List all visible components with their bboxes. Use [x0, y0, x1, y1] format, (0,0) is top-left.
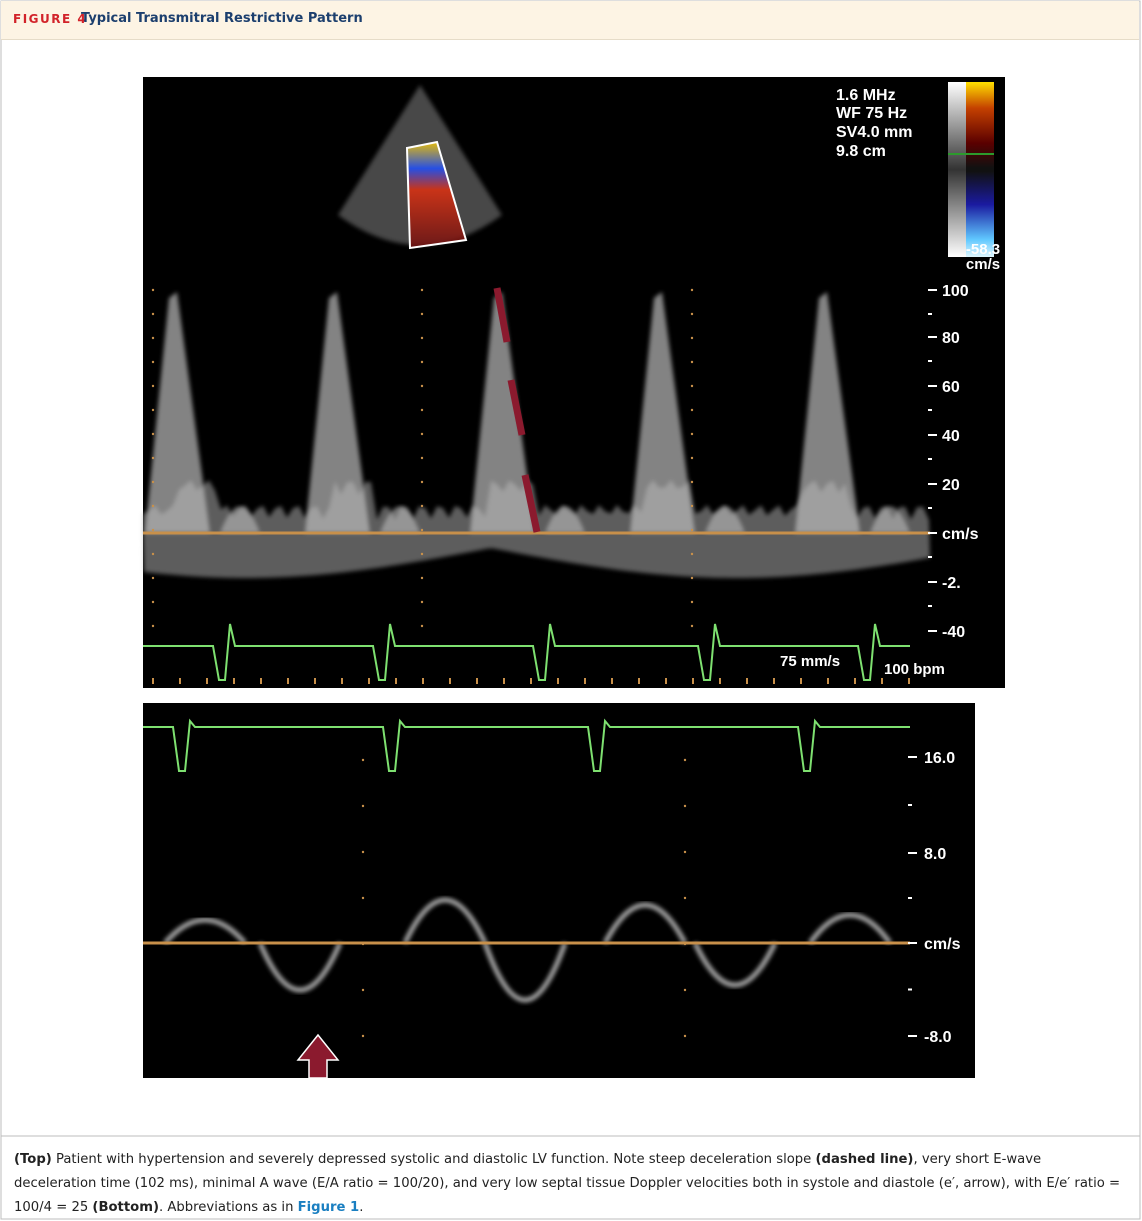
time-dot [152, 577, 154, 579]
caption-text: (dashed line) [815, 1152, 913, 1167]
caption-text: . Abbreviations as in [159, 1200, 298, 1215]
color-bar [966, 82, 994, 257]
echo-image: 1.6 MHz WF 75 Hz SV4.0 mm 9.8 cm -58.3 c… [0, 0, 1142, 1221]
time-dot [691, 409, 693, 411]
top-panel [143, 77, 1005, 688]
time-dot [421, 433, 423, 435]
setting: SV4.0 mm [836, 124, 912, 141]
time-dot [362, 989, 364, 991]
time-dot [152, 313, 154, 315]
time-dot [362, 759, 364, 761]
time-dot [691, 481, 693, 483]
caption-text: Patient with hypertension and severely d… [52, 1152, 816, 1167]
caption-text: (Top) [14, 1152, 52, 1167]
setting: 9.8 cm [836, 143, 886, 160]
heart-rate: 100 bpm [884, 661, 945, 678]
time-dot [152, 553, 154, 555]
time-dot [362, 805, 364, 807]
time-dot [152, 457, 154, 459]
figure: FIGURE 4 Typical Transmitral Restrictive… [0, 0, 1142, 1221]
scale-label: 80 [942, 330, 960, 347]
time-dot [691, 337, 693, 339]
time-dot [421, 505, 423, 507]
scale-label: 60 [942, 379, 960, 396]
time-dot [691, 529, 693, 531]
time-dot [421, 625, 423, 627]
time-dot [684, 759, 686, 761]
time-dot [152, 385, 154, 387]
time-dot [421, 289, 423, 291]
time-dot [152, 433, 154, 435]
time-dot [421, 385, 423, 387]
caption-text: . [359, 1200, 363, 1215]
time-dot [421, 577, 423, 579]
time-dot [691, 313, 693, 315]
time-dot [684, 989, 686, 991]
time-dot [421, 529, 423, 531]
time-dot [421, 337, 423, 339]
time-dot [362, 851, 364, 853]
time-dot [691, 601, 693, 603]
time-dot [152, 505, 154, 507]
time-dot [691, 289, 693, 291]
bottom-panel [143, 703, 975, 1078]
time-dot [684, 897, 686, 899]
time-dot [421, 601, 423, 603]
time-dot [421, 553, 423, 555]
time-dot [152, 529, 154, 531]
scale-label: 20 [942, 477, 960, 494]
time-dot [362, 1035, 364, 1037]
time-dot [421, 361, 423, 363]
scale-label: -2. [942, 575, 961, 592]
scale-label: cm/s [942, 526, 979, 543]
time-dot [152, 337, 154, 339]
time-dot [362, 897, 364, 899]
time-dot [152, 409, 154, 411]
scale-label: -40 [942, 624, 965, 641]
time-dot [691, 577, 693, 579]
scale-label: -8.0 [924, 1029, 952, 1046]
setting: 1.6 MHz [836, 87, 896, 104]
time-dot [421, 457, 423, 459]
time-dot [421, 409, 423, 411]
caption: (Top) Patient with hypertension and seve… [14, 1148, 1126, 1220]
time-dot [421, 481, 423, 483]
scale-label: 40 [942, 428, 960, 445]
time-dot [691, 433, 693, 435]
time-dot [421, 313, 423, 315]
scale-label: 8.0 [924, 846, 946, 863]
scale-label: 16.0 [924, 750, 955, 767]
sweep-speed: 75 mm/s [780, 653, 840, 670]
time-dot [691, 625, 693, 627]
time-dot [684, 851, 686, 853]
time-dot [691, 457, 693, 459]
time-dot [691, 553, 693, 555]
time-dot [152, 625, 154, 627]
gray-bar [948, 82, 966, 257]
time-dot [691, 505, 693, 507]
setting: WF 75 Hz [836, 105, 907, 122]
time-dot [152, 481, 154, 483]
caption-text: (Bottom) [92, 1200, 159, 1215]
color-scale-label: cm/s [966, 256, 1000, 273]
time-dot [691, 361, 693, 363]
time-dot [152, 361, 154, 363]
time-dot [152, 289, 154, 291]
scale-label: 100 [942, 283, 969, 300]
time-dot [684, 805, 686, 807]
time-dot [684, 1035, 686, 1037]
figure-link[interactable]: Figure 1 [298, 1200, 360, 1215]
scale-label: cm/s [924, 936, 961, 953]
time-dot [152, 601, 154, 603]
time-dot [691, 385, 693, 387]
